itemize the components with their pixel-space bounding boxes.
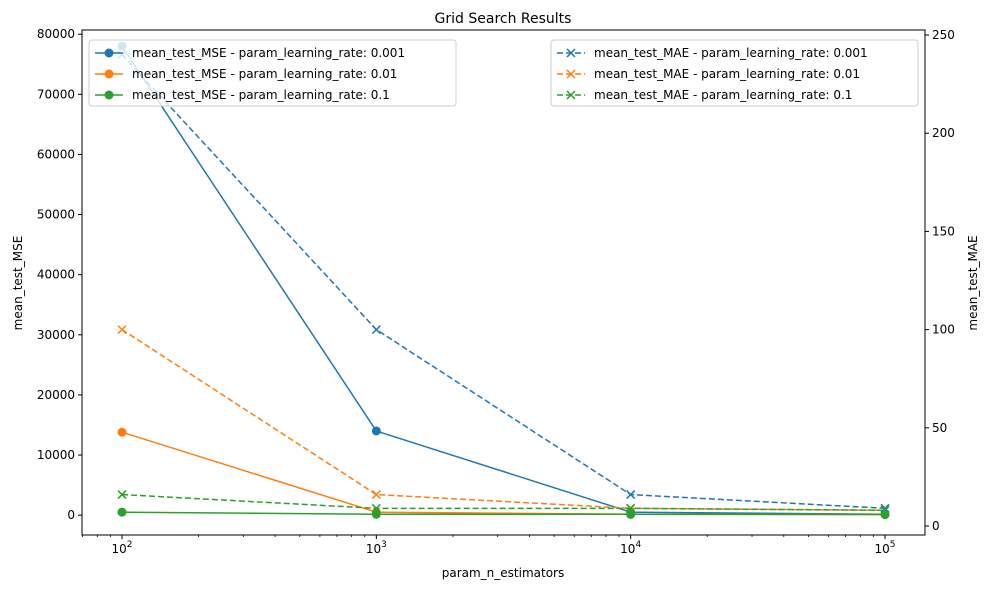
- series-point: [880, 505, 890, 515]
- y-left-tick-label: 0: [67, 508, 75, 522]
- legend-frame: [88, 39, 457, 107]
- series-point: [626, 503, 636, 513]
- y-left-tick-label: 10000: [37, 448, 75, 462]
- y-left-tick-label: 50000: [37, 208, 75, 222]
- series-point: [371, 426, 381, 436]
- x-axis-label: param_n_estimators: [442, 566, 565, 580]
- series-point: [566, 48, 576, 58]
- y-right-tick-label: 250: [932, 28, 955, 42]
- series-point: [371, 509, 381, 519]
- legend-label: mean_test_MAE - param_learning_rate: 0.0…: [594, 67, 860, 81]
- series-point: [117, 427, 127, 437]
- y-left-tick-label: 20000: [37, 388, 75, 402]
- y-left-tick-label: 40000: [37, 268, 75, 282]
- series-point: [371, 503, 381, 513]
- series-point: [117, 325, 127, 335]
- y-axis-label-left: mean_test_MSE: [11, 236, 25, 331]
- legend-label: mean_test_MSE - param_learning_rate: 0.1: [132, 88, 390, 102]
- series-point: [371, 325, 381, 335]
- y-axis-label-right: mean_test_MAE: [966, 235, 980, 330]
- y-right-tick-label: 0: [932, 519, 940, 533]
- y-left-tick-label: 70000: [37, 87, 75, 101]
- series-point: [104, 69, 114, 79]
- x-tick-label: 105: [874, 540, 895, 556]
- chart-title: Grid Search Results: [435, 11, 572, 27]
- series-point: [626, 490, 636, 500]
- legend-frame: [550, 39, 919, 107]
- series-point: [626, 509, 636, 519]
- series-point: [117, 490, 127, 500]
- series-line: [121, 54, 886, 510]
- series-5: [117, 490, 890, 515]
- y-right-tick-label: 150: [932, 224, 955, 238]
- legend-label: mean_test_MAE - param_learning_rate: 0.0…: [594, 46, 868, 60]
- series-point: [566, 90, 576, 100]
- legend-right: mean_test_MAE - param_learning_rate: 0.0…: [550, 39, 919, 107]
- legend-left: mean_test_MSE - param_learning_rate: 0.0…: [88, 39, 457, 107]
- series-2: [117, 507, 890, 520]
- series-point: [371, 490, 381, 500]
- x-tick-label: 102: [111, 540, 132, 556]
- x-tick-label: 104: [620, 540, 641, 556]
- y-left-tick-label: 30000: [37, 328, 75, 342]
- legend-label: mean_test_MSE - param_learning_rate: 0.0…: [132, 46, 405, 60]
- legend-label: mean_test_MAE - param_learning_rate: 0.1: [594, 88, 852, 102]
- series-line: [121, 328, 886, 512]
- plot-area: [81, 29, 926, 536]
- y-right-tick-label: 200: [932, 126, 955, 140]
- series-point: [566, 69, 576, 79]
- series-line: [121, 511, 886, 516]
- y-left-tick-label: 80000: [37, 27, 75, 41]
- series-point: [104, 48, 114, 58]
- y-left-tick-label: 60000: [37, 147, 75, 161]
- y-right-tick-label: 100: [932, 323, 955, 337]
- series-line: [121, 45, 886, 516]
- y-right-tick-label: 50: [932, 421, 947, 435]
- series-point: [104, 90, 114, 100]
- x-tick-label: 103: [366, 540, 387, 556]
- legend-label: mean_test_MSE - param_learning_rate: 0.0…: [132, 67, 397, 81]
- series-line: [121, 493, 886, 512]
- series-point: [117, 507, 127, 517]
